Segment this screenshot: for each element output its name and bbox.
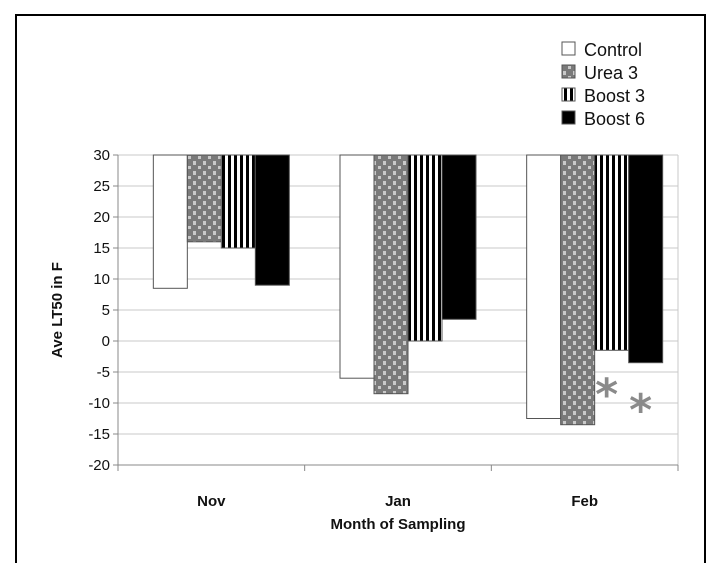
y-tick-label: 30 <box>93 147 110 164</box>
legend-label: Boost 3 <box>584 86 645 106</box>
y-tick-label: -5 <box>97 364 110 381</box>
bar-boost-3-jan <box>407 154 443 342</box>
x-axis-title: Month of Sampling <box>331 516 466 533</box>
y-tick-label: -15 <box>88 426 110 443</box>
y-tick-label: -10 <box>88 395 110 412</box>
y-tick-label: 15 <box>93 240 110 257</box>
bar-boost-6-jan <box>441 154 477 320</box>
bar-boost-6-feb <box>628 154 664 364</box>
x-tick-label: Jan <box>385 493 411 510</box>
x-axis-ticks: Nov Jan Feb <box>197 493 598 510</box>
legend-swatch <box>561 41 576 56</box>
legend-swatch <box>561 110 576 125</box>
y-tick-label: 20 <box>93 209 110 226</box>
bar-urea-3-jan <box>373 154 409 395</box>
y-axis-ticks: 30 25 20 15 10 5 0 -5 -10 -15 -20 <box>88 147 110 474</box>
y-axis-title: Ave LT50 in F <box>49 262 66 358</box>
chart-frame <box>15 14 706 563</box>
bars <box>152 154 664 426</box>
bar-urea-3-feb <box>560 154 596 426</box>
bar-boost-3-feb <box>594 154 630 351</box>
legend-label: Boost 6 <box>584 109 645 129</box>
legend-swatch <box>561 64 576 79</box>
legend: Control Urea 3 Boost 3 Boost 6 <box>561 40 645 129</box>
x-tick-label: Feb <box>571 493 598 510</box>
legend-swatch <box>561 87 576 102</box>
bar-boost-3-nov <box>220 154 256 249</box>
bar-boost-6-nov <box>254 154 290 286</box>
annotations: * * <box>595 370 652 437</box>
y-tick-label: 5 <box>102 302 110 319</box>
y-tick-label: 0 <box>102 333 110 350</box>
y-tick-label: 25 <box>93 178 110 195</box>
legend-label: Control <box>584 40 642 60</box>
y-tick-label: -20 <box>88 457 110 474</box>
bar-control-feb <box>526 154 562 419</box>
y-tick-label: 10 <box>93 271 110 288</box>
significance-asterisk: * <box>629 385 652 436</box>
bar-control-jan <box>339 154 375 379</box>
bar-control-nov <box>152 154 188 289</box>
significance-asterisk: * <box>595 370 618 421</box>
bar-urea-3-nov <box>186 154 222 243</box>
legend-label: Urea 3 <box>584 63 638 83</box>
x-tick-label: Nov <box>197 493 226 510</box>
